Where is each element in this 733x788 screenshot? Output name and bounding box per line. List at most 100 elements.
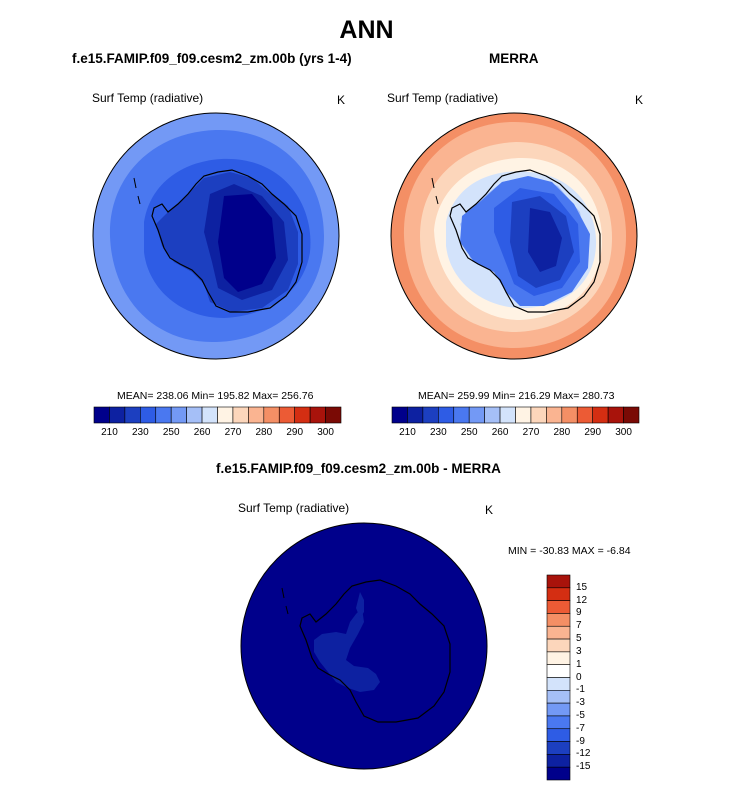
diff-colorbar-tick-label: -3: [576, 697, 585, 709]
model-colorbar-box: [248, 406, 265, 424]
diff-colorbar-box: [546, 613, 571, 627]
diff-colorbar-tick-label: 12: [576, 594, 588, 606]
diff-colorbar-box: [546, 702, 571, 717]
obs-colorbar-tick-label: 260: [491, 427, 509, 438]
diff-colorbar-tick-label: 5: [576, 633, 582, 645]
model-variable-label: Surf Temp (radiative): [92, 91, 204, 105]
diff-colorbar-box: [546, 741, 571, 755]
model-colorbar-tick-label: 290: [286, 427, 304, 438]
obs-colorbar-tick-label: 270: [522, 427, 540, 438]
obs-colorbar-box: [391, 406, 408, 424]
main-title: ANN: [339, 16, 394, 44]
model-colorbar-box: [294, 406, 311, 424]
obs-antarctica-plateau: [528, 208, 562, 272]
diff-colorbar-box: [546, 574, 571, 589]
model-antarctica-plateau: [218, 194, 276, 292]
obs-colorbar-box: [561, 406, 578, 424]
obs-map-border: [390, 112, 638, 360]
obs-colorbar-tick-label: 210: [399, 427, 416, 438]
model-colorbar-tick-label: 270: [224, 427, 242, 438]
diff-colorbar-box: [546, 600, 571, 614]
obs-colorbar-box: [607, 406, 624, 424]
model-colorbar-box: [217, 406, 234, 424]
model-colorbar-tick-label: 260: [193, 427, 211, 438]
diff-colorbar-box: [546, 587, 571, 601]
obs-colorbar-box: [499, 406, 516, 424]
model-colorbar-tick-label: 280: [255, 427, 273, 438]
diff-panel-title: f.e15.FAMIP.f09_f09.cesm2_zm.00b - MERRA: [216, 461, 501, 476]
obs-colorbar-tick-label: 230: [429, 427, 447, 438]
obs-colorbar-tick-label: 250: [460, 427, 478, 438]
diff-colorbar-tick-label: 7: [576, 620, 582, 632]
diff-colorbar-box: [546, 715, 571, 730]
diff-colorbar-tick-label: 0: [576, 671, 582, 683]
obs-colorbar-tick-label: 300: [615, 427, 632, 438]
obs-colorbar-box: [515, 406, 532, 424]
model-colorbar-tick-label: 210: [101, 427, 118, 438]
model-colorbar-box: [140, 406, 157, 424]
model-colorbar-box: [232, 406, 249, 424]
obs-antarctica-coastline: [449, 169, 601, 313]
obs-colorbar-box: [453, 406, 470, 424]
diff-colorbar-ticks: 15 12 9 7 5 3 1 0 -1 -3 -5 -7 -9 -12 -15: [576, 575, 616, 780]
diff-colorbar-box: [546, 677, 571, 691]
diff-colorbar-tick-label: -9: [576, 735, 585, 747]
obs-colorbar-box: [530, 406, 547, 424]
model-colorbar-tick-label: 300: [317, 427, 334, 438]
obs-colorbar-box: [468, 406, 485, 424]
diff-colorbar-tick-label: 15: [576, 581, 588, 593]
obs-colorbar-box: [623, 406, 640, 424]
diff-field: [241, 523, 487, 769]
obs-colorbar-box: [484, 406, 501, 424]
diff-peninsula-patch: [314, 608, 380, 692]
diff-colorbar-box: [546, 754, 571, 768]
model-panel-title: f.e15.FAMIP.f09_f09.cesm2_zm.00b (yrs 1-…: [72, 51, 352, 66]
obs-colorbar-tick-label: 280: [553, 427, 571, 438]
obs-units-label: K: [635, 93, 644, 107]
obs-colorbar-box: [422, 406, 439, 424]
diff-variable-label: Surf Temp (radiative): [238, 501, 350, 515]
model-units-label: K: [337, 93, 346, 107]
diff-polar-map: [240, 522, 488, 770]
diff-units-label: K: [485, 503, 494, 517]
model-polar-map: [92, 112, 340, 360]
model-colorbar-box: [201, 406, 218, 424]
obs-polar-map: [390, 112, 638, 360]
diff-colorbar-tick-label: 1: [576, 658, 582, 670]
diff-colorbar-tick-label: -12: [576, 748, 591, 760]
diff-colorbar-tick-label: 3: [576, 645, 582, 657]
obs-variable-label: Surf Temp (radiative): [387, 91, 499, 105]
obs-colorbar: [391, 406, 640, 424]
model-colorbar-box: [309, 406, 326, 424]
model-colorbar-box: [170, 406, 187, 424]
model-colorbar-box: [155, 406, 172, 424]
diff-colorbar-tick-label: -15: [576, 761, 591, 773]
obs-colorbar-box: [438, 406, 455, 424]
obs-colorbar-box: [576, 406, 593, 424]
diff-colorbar-box: [546, 625, 571, 640]
model-colorbar: [93, 406, 342, 424]
diff-colorbar-tick-label: 9: [576, 607, 582, 619]
diff-colorbar-box: [546, 664, 571, 678]
diff-colorbar: [546, 574, 571, 781]
diff-colorbar-tick-label: -1: [576, 684, 585, 696]
diff-colorbar-box: [546, 728, 571, 742]
model-colorbar-tick-label: 250: [162, 427, 180, 438]
obs-panel-title: MERRA: [489, 51, 539, 66]
obs-colorbar-box: [546, 406, 563, 424]
obs-colorbar-box: [407, 406, 424, 424]
model-colorbar-box: [124, 406, 141, 424]
model-colorbar-box: [186, 406, 203, 424]
diff-colorbar-box: [546, 651, 571, 665]
diff-colorbar-tick-label: -5: [576, 709, 585, 721]
model-colorbar-tick-label: 230: [131, 427, 149, 438]
model-colorbar-box: [263, 406, 280, 424]
model-colorbar-box: [325, 406, 342, 424]
model-map-border: [92, 112, 340, 360]
diff-stats: MIN = -30.83 MAX = -6.84: [508, 545, 631, 557]
model-stats: MEAN= 238.06 Min= 195.82 Max= 256.76: [117, 390, 314, 402]
diff-coastal-patch: [356, 592, 364, 618]
diff-antarctica-coastline: [299, 579, 451, 723]
obs-colorbar-ticks: 210 230 250 260 270 280 290 300: [392, 427, 639, 441]
diff-colorbar-box: [546, 690, 571, 704]
